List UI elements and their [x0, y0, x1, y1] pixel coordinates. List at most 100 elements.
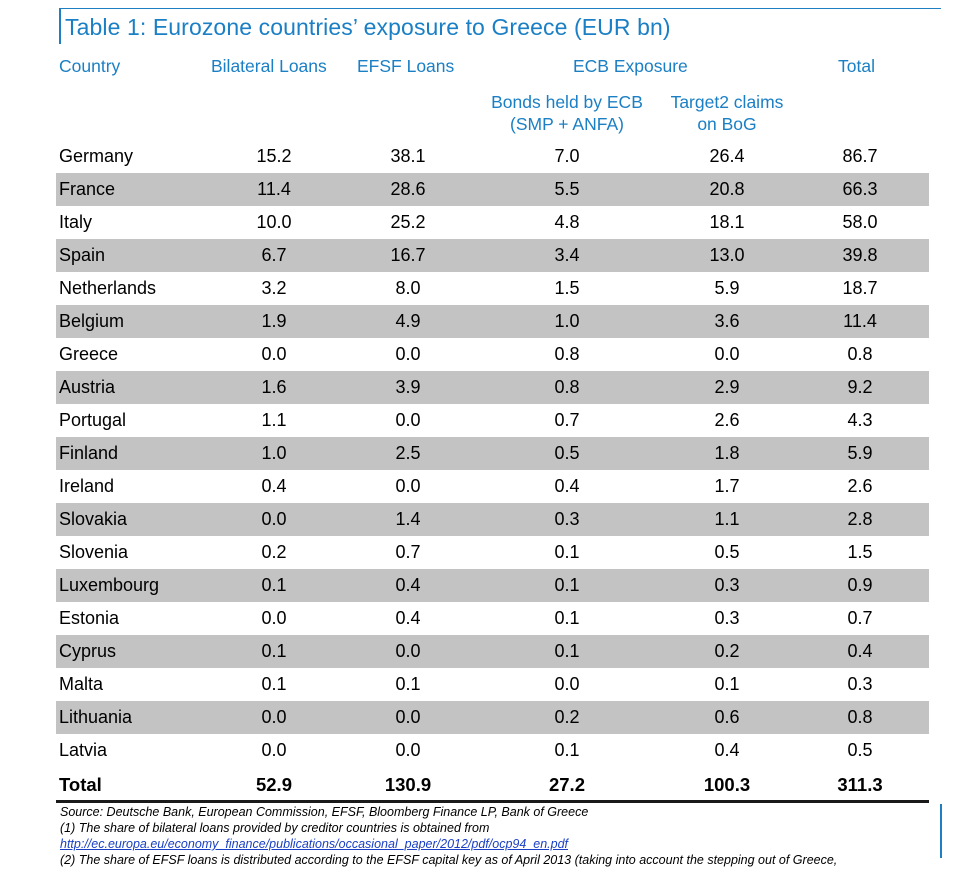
- cell-bilateral: 6.7: [261, 245, 287, 265]
- cell-bonds: 4.8: [554, 212, 580, 232]
- table-row: Lithuania 0.0 0.0 0.2 0.6 0.8: [56, 701, 929, 734]
- cell-efsf: 0.0: [395, 740, 421, 760]
- cell-efsf: 0.0: [395, 344, 421, 364]
- cell-bilateral: 1.6: [261, 377, 287, 397]
- cell-bilateral: 0.1: [261, 641, 287, 661]
- cell-bilateral: 0.1: [261, 575, 287, 595]
- cell-bonds: 1.5: [554, 278, 580, 298]
- header-ecb-exposure: ECB Exposure: [573, 56, 688, 76]
- cell-target2: 3.6: [714, 311, 740, 331]
- table-row: Ireland 0.4 0.0 0.4 1.7 2.6: [56, 470, 929, 503]
- cell-target2: 0.2: [714, 641, 740, 661]
- header-bilateral-loans: Bilateral Loans: [211, 56, 327, 76]
- cell-bonds: 1.0: [554, 311, 580, 331]
- cell-total: 39.8: [842, 245, 878, 265]
- cell-bilateral: 0.0: [261, 509, 287, 529]
- cell-target2: 26.4: [709, 146, 745, 166]
- cell-country: Greece: [59, 344, 119, 364]
- footer-source-link[interactable]: http://ec.europa.eu/economy_finance/publ…: [60, 837, 569, 851]
- cell-target2: 0.6: [714, 707, 740, 727]
- cell-target2: 0.3: [714, 608, 740, 628]
- cell-bonds: 7.0: [554, 146, 580, 166]
- cell-bonds: 0.4: [554, 476, 580, 496]
- cell-total: 4.3: [847, 410, 873, 430]
- cell-bilateral: 11.4: [257, 179, 291, 199]
- cell-bonds: 0.1: [554, 542, 580, 562]
- cell-bilateral: 0.4: [261, 476, 287, 496]
- cell-total: 9.2: [847, 377, 873, 397]
- cell-bilateral: 1.1: [261, 410, 287, 430]
- table-row: Slovenia 0.2 0.7 0.1 0.5 1.5: [56, 536, 929, 569]
- header-total: Total: [838, 56, 875, 76]
- right-accent-bar: [940, 804, 942, 858]
- table-row: Germany 15.2 38.1 7.0 26.4 86.7: [56, 140, 929, 173]
- cell-efsf: 38.1: [390, 146, 426, 166]
- cell-country: Italy: [59, 212, 93, 232]
- cell-efsf: 0.0: [395, 410, 421, 430]
- table-row: Luxembourg 0.1 0.4 0.1 0.3 0.9: [56, 569, 929, 602]
- cell-efsf: 1.4: [395, 509, 421, 529]
- table-row: Portugal 1.1 0.0 0.7 2.6 4.3: [56, 404, 929, 437]
- cell-bonds: 0.1: [554, 608, 580, 628]
- cell-target2: 0.1: [714, 674, 740, 694]
- cell-bonds: 0.8: [554, 344, 580, 364]
- cell-target2: 1.7: [714, 476, 740, 496]
- cell-total: 0.3: [847, 674, 873, 694]
- cell-bilateral: 0.0: [261, 740, 287, 760]
- cell-bilateral: 15.2: [256, 146, 292, 166]
- cell-country: Lithuania: [59, 707, 133, 727]
- cell-bilateral: 1.0: [261, 443, 287, 463]
- cell-country: Slovenia: [59, 542, 129, 562]
- cell-total: 2.6: [847, 476, 873, 496]
- cell-country: Luxembourg: [59, 575, 160, 595]
- cell-efsf: 4.9: [395, 311, 421, 331]
- cell-target2: 0.4: [714, 740, 740, 760]
- table-row: Spain 6.7 16.7 3.4 13.0 39.8: [56, 239, 929, 272]
- header-efsf-loans: EFSF Loans: [357, 56, 455, 76]
- cell-bonds: 0.2: [554, 707, 580, 727]
- cell-total: 0.4: [847, 641, 873, 661]
- header-bonds-line1: Bonds held by ECB: [491, 92, 643, 112]
- footer-link-line: http://ec.europa.eu/economy_finance/publ…: [60, 837, 568, 852]
- cell-country: Belgium: [59, 311, 125, 331]
- cell-total: 0.9: [847, 575, 873, 595]
- cell-bilateral: 0.0: [261, 707, 287, 727]
- cell-bonds: 0.1: [554, 641, 580, 661]
- table-row: Latvia 0.0 0.0 0.1 0.4 0.5: [56, 734, 929, 767]
- header-target2-claims: Target2 claims on BoG: [652, 91, 802, 135]
- footer-source: Source: Deutsche Bank, European Commissi…: [60, 805, 589, 819]
- cell-target2: 13.0: [709, 245, 745, 265]
- cell-bilateral: 0.0: [261, 344, 287, 364]
- cell-country: Malta: [59, 674, 104, 694]
- title-accent-bar: [59, 8, 61, 44]
- cell-target2: 0.3: [714, 575, 740, 595]
- top-rule: [60, 8, 941, 9]
- cell-target2: 0.0: [714, 344, 740, 364]
- cell-total: 0.8: [847, 344, 873, 364]
- table-row: Malta 0.1 0.1 0.0 0.1 0.3: [56, 668, 929, 701]
- total-bilateral: 52.9: [255, 774, 292, 795]
- cell-country: Portugal: [59, 410, 127, 430]
- total-bonds: 27.2: [548, 774, 585, 795]
- cell-bonds: 0.5: [554, 443, 580, 463]
- table-row: Finland 1.0 2.5 0.5 1.8 5.9: [56, 437, 929, 470]
- cell-total: 0.5: [847, 740, 873, 760]
- header-target2-line2: on BoG: [697, 114, 757, 134]
- cell-target2: 2.6: [714, 410, 740, 430]
- header-target2-line1: Target2 claims: [670, 92, 784, 112]
- cell-efsf: 0.0: [395, 707, 421, 727]
- total-efsf: 130.9: [384, 774, 432, 795]
- cell-country: Finland: [59, 443, 119, 463]
- cell-bonds: 0.0: [554, 674, 580, 694]
- cell-country: Spain: [59, 245, 106, 265]
- cell-bonds: 0.7: [554, 410, 580, 430]
- table-row: Austria 1.6 3.9 0.8 2.9 9.2: [56, 371, 929, 404]
- header-bonds-held-by-ecb: Bonds held by ECB (SMP + ANFA): [477, 91, 657, 135]
- cell-bonds: 0.8: [554, 377, 580, 397]
- cell-target2: 5.9: [714, 278, 740, 298]
- cell-country: Germany: [59, 146, 134, 166]
- cell-efsf: 0.4: [395, 575, 421, 595]
- total-bottom-rule: [56, 800, 929, 803]
- header-country: Country: [59, 56, 121, 76]
- cell-bonds: 3.4: [554, 245, 580, 265]
